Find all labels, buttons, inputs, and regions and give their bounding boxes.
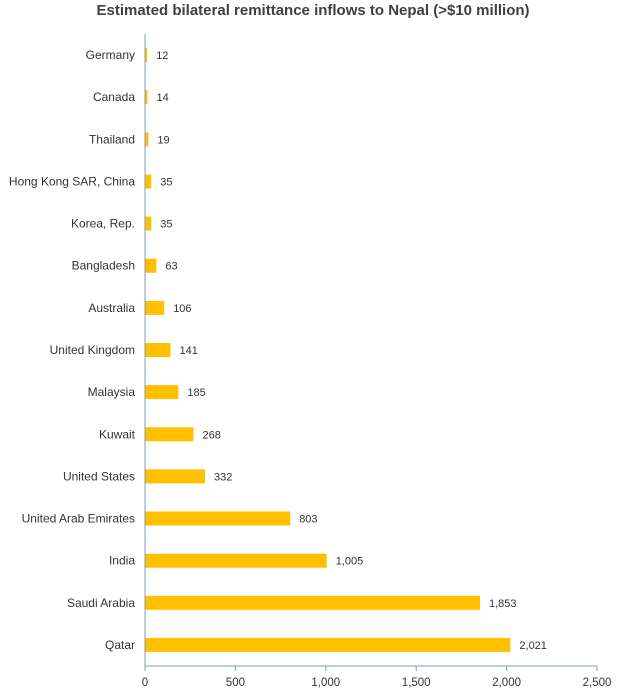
category-label: Australia [88, 301, 135, 315]
bar-korea-rep- [145, 216, 152, 231]
bar-qatar [145, 637, 511, 652]
bar-australia [145, 300, 165, 315]
bars-layer: Germany 12 Canada 14 Thailand 19 Hong Kong SAR… [9, 48, 547, 652]
bar-united-states [145, 469, 205, 484]
category-label: Thailand [89, 132, 135, 146]
category-label: Germany [86, 48, 135, 62]
category-label: Malaysia [88, 385, 136, 399]
category-label: Hong Kong SAR, China [9, 175, 135, 189]
x-tick-label: 2,000 [492, 677, 521, 689]
data-label: 803 [299, 514, 317, 526]
category-label: United Kingdom [50, 343, 135, 357]
data-label: 141 [180, 345, 198, 357]
bar-saudi-arabia [145, 595, 480, 610]
bar-canada [145, 90, 148, 105]
category-label: Canada [93, 90, 135, 104]
bar-india [145, 553, 327, 568]
bar-thailand [145, 132, 149, 147]
category-label: United States [63, 469, 135, 483]
category-label: Korea, Rep. [71, 217, 135, 231]
category-label: Bangladesh [72, 259, 135, 273]
data-label: 12 [156, 50, 168, 62]
data-label: 35 [160, 177, 172, 189]
data-label: 2,021 [519, 640, 547, 652]
category-label: India [109, 554, 135, 568]
category-label: United Arab Emirates [22, 512, 135, 526]
data-label: 19 [157, 134, 169, 146]
bar-kuwait [145, 427, 194, 442]
bar-malaysia [145, 385, 179, 400]
x-tick-label: 1,500 [402, 677, 431, 689]
data-label: 185 [187, 387, 205, 399]
bar-bangladesh [145, 258, 157, 273]
data-label: 35 [160, 219, 172, 231]
x-tick-label: 2,500 [583, 677, 612, 689]
x-tick-label: 0 [142, 677, 148, 689]
x-tick-label: 500 [226, 677, 245, 689]
data-label: 1,853 [489, 598, 517, 610]
data-label: 106 [173, 303, 191, 315]
category-label: Qatar [105, 638, 135, 652]
data-label: 332 [214, 471, 232, 483]
data-label: 1,005 [336, 556, 364, 568]
category-label: Saudi Arabia [67, 596, 135, 610]
chart-title: Estimated bilateral remittance inflows t… [96, 2, 529, 19]
bar-united-arab-emirates [145, 511, 291, 526]
category-label: Kuwait [99, 427, 136, 441]
bar-united-kingdom [145, 343, 171, 357]
data-label: 63 [165, 261, 177, 273]
bar-hong-kong-sar-china [145, 174, 152, 189]
bar-germany [145, 48, 148, 63]
x-tick-label: 1,000 [311, 677, 340, 689]
data-label: 268 [203, 429, 221, 441]
x-axis: 0 500 1,000 1,500 2,000 2,500 [142, 34, 612, 689]
data-label: 14 [157, 92, 169, 104]
